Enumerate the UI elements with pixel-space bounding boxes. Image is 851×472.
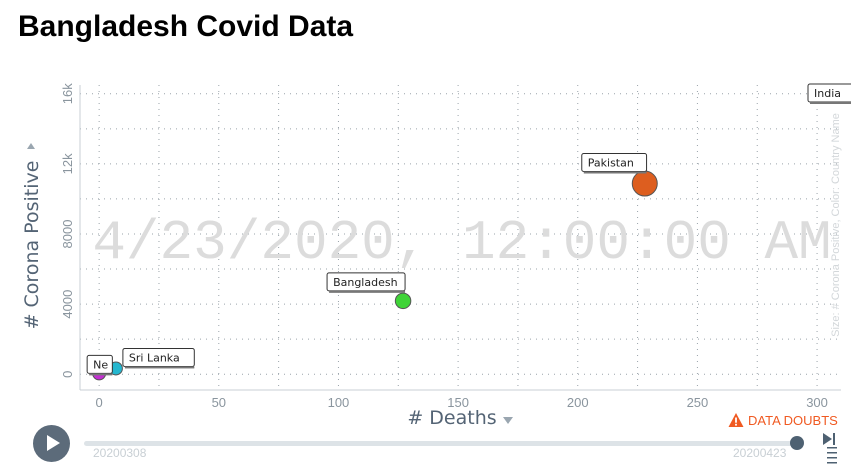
x-axis-title: # Deaths (407, 407, 496, 429)
data-point-bangladesh (394, 292, 412, 310)
point-label-pakistan: Pakistan (581, 153, 648, 174)
point-label-text: Sri Lanka (129, 351, 180, 364)
forward-icon[interactable] (821, 431, 837, 447)
warning-icon (728, 413, 744, 427)
data-doubts-link[interactable]: DATA DOUBTS (728, 412, 838, 428)
point-label-sri-lanka: Sri Lanka (122, 347, 195, 369)
tick-labels: 0 50 100 150 200 250 300 0 4000 8000 12k 16k (60, 83, 828, 410)
x-tick-label: 100 (328, 395, 350, 410)
page-title: Bangladesh Covid Data (18, 10, 354, 43)
x-tick-label: 50 (212, 395, 226, 410)
point-label-shadow (583, 171, 647, 174)
x-axis-dropdown-icon (503, 417, 513, 424)
play-button[interactable] (33, 425, 70, 462)
x-tick-label: 250 (687, 395, 709, 410)
point-label-shadow (89, 373, 113, 376)
x-tick-label: 150 (447, 395, 469, 410)
y-tick-label: 0 (60, 371, 75, 378)
timeline-handle[interactable] (790, 436, 804, 450)
x-tick-label: 300 (806, 395, 828, 410)
y-axis-dropdown-icon (27, 143, 35, 149)
point-label-text: Ne (93, 358, 108, 371)
point-label-text: Pakistan (588, 157, 634, 170)
y-tick-label: 4000 (60, 290, 75, 319)
y-tick-label: 12k (60, 153, 75, 174)
date-watermark: 4/23/2020, 12:00:00 AM (92, 211, 831, 275)
menu-icon[interactable] (827, 446, 837, 464)
data-point-pakistan (631, 170, 658, 197)
play-icon (47, 435, 60, 451)
point-label-text: India (814, 87, 841, 100)
point-label-text: Bangladesh (333, 276, 398, 289)
y-tick-label: 16k (60, 83, 75, 104)
x-tick-label: 200 (567, 395, 589, 410)
y-tick-label: 8000 (60, 220, 75, 249)
point-label-nepal: Ne (86, 354, 113, 376)
data-doubts-label: DATA DOUBTS (748, 413, 838, 428)
axes (79, 85, 841, 391)
point-label-india: India (807, 83, 851, 104)
point-label-shadow (329, 290, 406, 293)
point-label-shadow (124, 366, 195, 369)
point-labels: Ne Sri Lanka Bangladesh Pakistan India (86, 83, 851, 376)
x-tick-label: 0 (96, 395, 103, 410)
x-axis-label[interactable]: # Deaths (407, 407, 513, 429)
y-axis-title: # Corona Positive (21, 161, 43, 330)
grid (80, 85, 841, 390)
timeline-slider[interactable] (84, 441, 800, 446)
point-label-bangladesh: Bangladesh (326, 272, 406, 293)
timeline-start-label: 20200308 (93, 446, 147, 460)
point-label-shadow (810, 102, 851, 104)
size-color-caption: Size: # Corona Positive, Color: Country … (830, 113, 842, 337)
y-axis-label[interactable]: # Corona Positive (21, 143, 43, 329)
timeline-end-label: 20200423 (733, 446, 787, 460)
